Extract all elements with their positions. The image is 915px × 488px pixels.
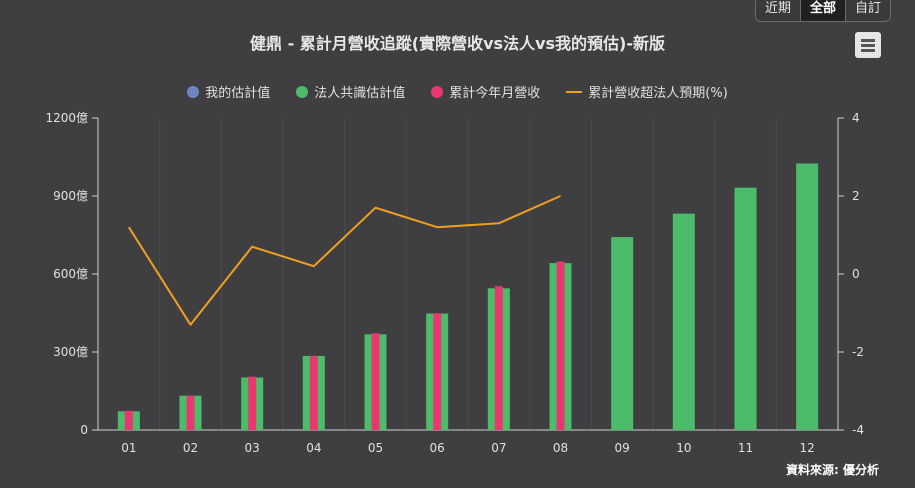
x-tick-label: 04 [306, 441, 321, 455]
data-source: 資料來源: 優分析 [786, 463, 879, 477]
x-tick-label: 10 [676, 441, 691, 455]
tab-custom[interactable]: 自訂 [844, 0, 890, 21]
bar-revenue [371, 333, 380, 430]
legend-marker-beat [566, 90, 583, 93]
legend-label-beat: 累計營收超法人預期(%) [588, 86, 728, 101]
x-tick-label: 01 [121, 441, 136, 455]
x-tick-label: 03 [245, 441, 260, 455]
x-tick-label: 09 [615, 441, 630, 455]
legend-label-my-estimate: 我的估計值 [205, 86, 271, 101]
legend-marker-my-estimate [187, 85, 200, 98]
y-left-tick-label: 900億 [53, 189, 88, 203]
legend-item-revenue[interactable]: 累計今年月營收 [431, 82, 540, 101]
bar-consensus [672, 213, 695, 430]
legend-marker-consensus [296, 85, 309, 98]
bar-revenue [433, 313, 442, 430]
bar-revenue [186, 395, 195, 430]
x-tick-label: 08 [553, 441, 568, 455]
x-tick-label: 06 [430, 441, 445, 455]
tab-recent[interactable]: 近期 [764, 1, 791, 16]
y-right-tick-label: 4 [852, 111, 860, 125]
bar-revenue [556, 261, 565, 430]
chart-title: 健鼎 - 累計月營收追蹤(實際營收vs法人vs我的預估)-新版 [250, 34, 665, 53]
y-left-tick-label: 1200億 [45, 111, 88, 125]
y-right-tick-label: -4 [852, 423, 864, 437]
y-left-tick-label: 600億 [53, 267, 88, 281]
x-tick-label: 12 [800, 441, 815, 455]
bar-consensus [611, 237, 634, 430]
bar-revenue [248, 376, 257, 430]
y-right-tick-label: -2 [852, 345, 864, 359]
x-tick-label: 05 [368, 441, 383, 455]
bar-revenue [309, 356, 318, 430]
legend-marker-revenue [431, 85, 444, 98]
legend-item-beat[interactable]: 累計營收超法人預期(%) [566, 82, 728, 101]
legend-item-my-estimate[interactable]: 我的估計值 [187, 82, 270, 101]
bar-consensus [796, 163, 819, 430]
legend-label-revenue: 累計今年月營收 [449, 86, 541, 101]
legend-label-consensus: 法人共識估計值 [314, 86, 406, 101]
y-right-tick-label: 0 [852, 267, 860, 281]
legend-item-consensus[interactable]: 法人共識估計值 [296, 82, 405, 101]
x-tick-label: 11 [738, 441, 753, 455]
tab-all[interactable]: 全部 [799, 0, 845, 21]
bar-revenue [494, 286, 503, 430]
bar-consensus [734, 187, 757, 430]
y-left-tick-label: 300億 [53, 345, 88, 359]
line-beat-expectation [127, 195, 561, 326]
y-left-tick-label: 0 [80, 423, 88, 437]
hamburger-menu-icon[interactable] [855, 32, 881, 58]
y-right-tick-label: 2 [852, 189, 860, 203]
bar-revenue [124, 410, 133, 430]
x-tick-label: 07 [491, 441, 506, 455]
range-tabs: 近期 全部 自訂 [754, 0, 891, 22]
chart-legend: 我的估計值 法人共識估計值 累計今年月營收 累計營收超法人預期(%) [0, 82, 915, 101]
x-tick-label: 02 [183, 441, 198, 455]
